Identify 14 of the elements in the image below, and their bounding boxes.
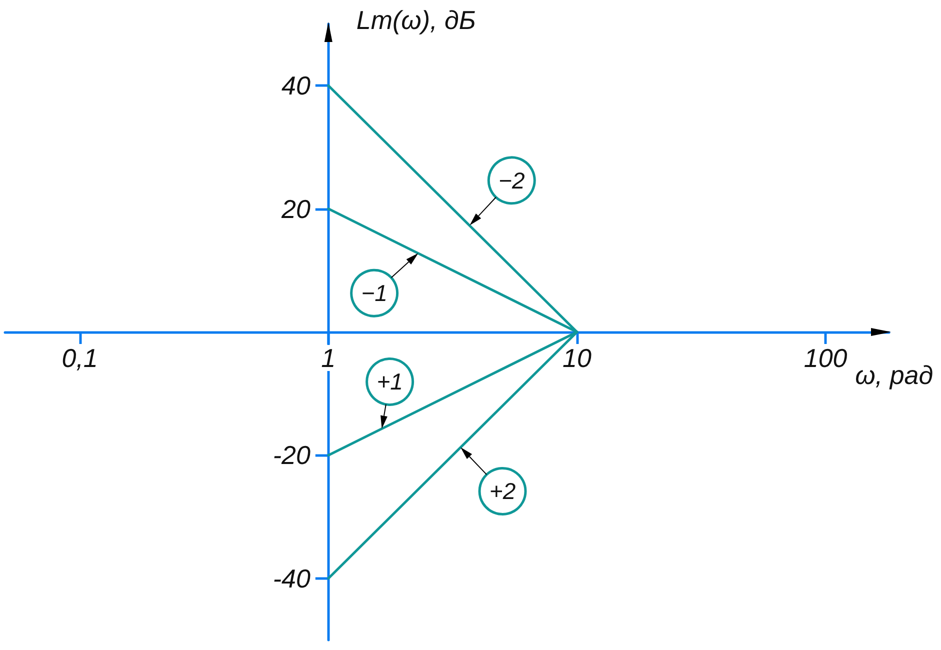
x-tick-label: 1 bbox=[321, 343, 336, 373]
annotation: −1 bbox=[361, 280, 388, 306]
y-axis-title: Lm(ω), дБ bbox=[356, 5, 476, 35]
y-tick-label: 40 bbox=[281, 70, 311, 101]
y-tick-label: -40 bbox=[272, 563, 311, 594]
x-tick-label: 0,1 bbox=[62, 343, 98, 373]
y-tick-label: -20 bbox=[272, 440, 311, 470]
y-tick-label: 20 bbox=[280, 194, 311, 224]
annotation: +1 bbox=[376, 368, 403, 395]
x-tick-label: 100 bbox=[804, 343, 848, 373]
annotation: −2 bbox=[498, 167, 525, 194]
x-tick-label: 10 bbox=[562, 343, 592, 373]
annotation: +2 bbox=[489, 478, 516, 504]
x-axis-title: ω, рад bbox=[855, 360, 934, 390]
